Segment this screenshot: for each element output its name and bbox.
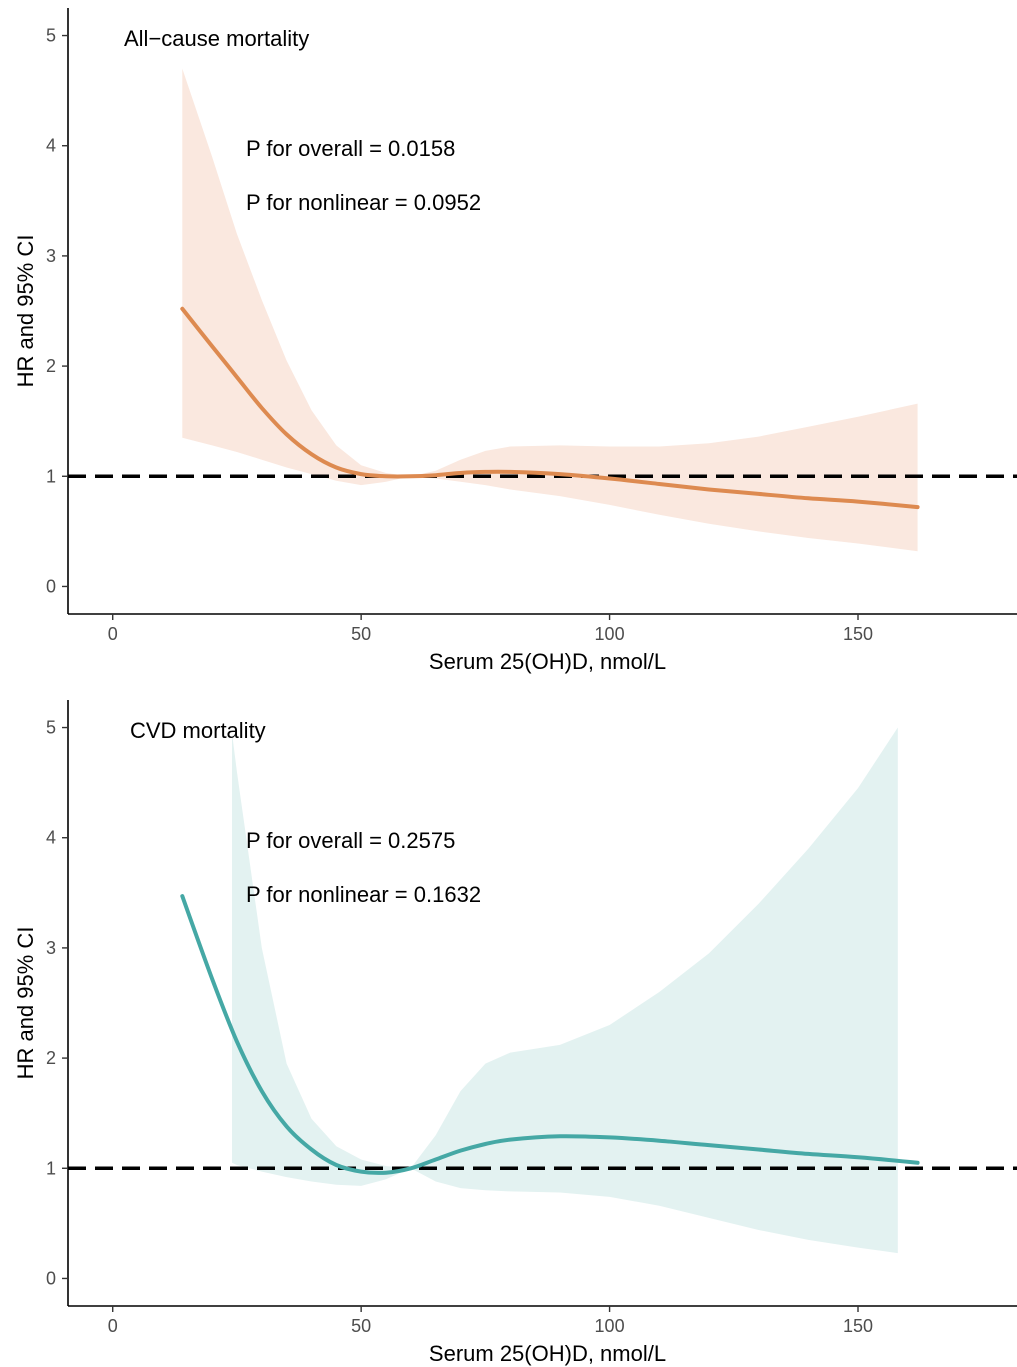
p-nonlinear-annotation: P for nonlinear = 0.0952 [246,190,481,215]
y-tick-label: 4 [46,136,56,156]
panel-title: CVD mortality [130,718,266,743]
y-tick-label: 2 [46,1048,56,1068]
p-nonlinear-annotation: P for nonlinear = 0.1632 [246,882,481,907]
y-tick-label: 3 [46,938,56,958]
y-tick-label: 0 [46,1268,56,1288]
ci-band [232,727,898,1254]
p-overall-annotation: P for overall = 0.0158 [246,136,455,161]
y-tick-label: 5 [46,718,56,738]
hr-curve [180,894,920,1175]
hr-curve [180,306,920,510]
y-tick-label: 3 [46,246,56,266]
x-axis-title: Serum 25(OH)D, nmol/L [429,649,666,674]
p-overall-annotation: P for overall = 0.2575 [246,828,455,853]
x-tick-label: 150 [843,1316,873,1336]
y-tick-label: 2 [46,356,56,376]
x-tick-label: 50 [351,1316,371,1336]
y-axis-title: HR and 95% CI [13,927,38,1080]
y-tick-label: 1 [46,466,56,486]
y-tick-label: 5 [46,26,56,46]
x-tick-label: 100 [595,624,625,644]
panel-title: All−cause mortality [124,26,309,51]
y-tick-label: 4 [46,828,56,848]
x-tick-label: 0 [108,1316,118,1336]
x-tick-label: 50 [351,624,371,644]
x-axis-title: Serum 25(OH)D, nmol/L [429,1341,666,1366]
y-tick-label: 0 [46,576,56,596]
ci-band [182,68,918,552]
x-tick-label: 0 [108,624,118,644]
x-tick-label: 150 [843,624,873,644]
x-tick-label: 100 [595,1316,625,1336]
y-axis-title: HR and 95% CI [13,235,38,388]
y-tick-label: 1 [46,1158,56,1178]
